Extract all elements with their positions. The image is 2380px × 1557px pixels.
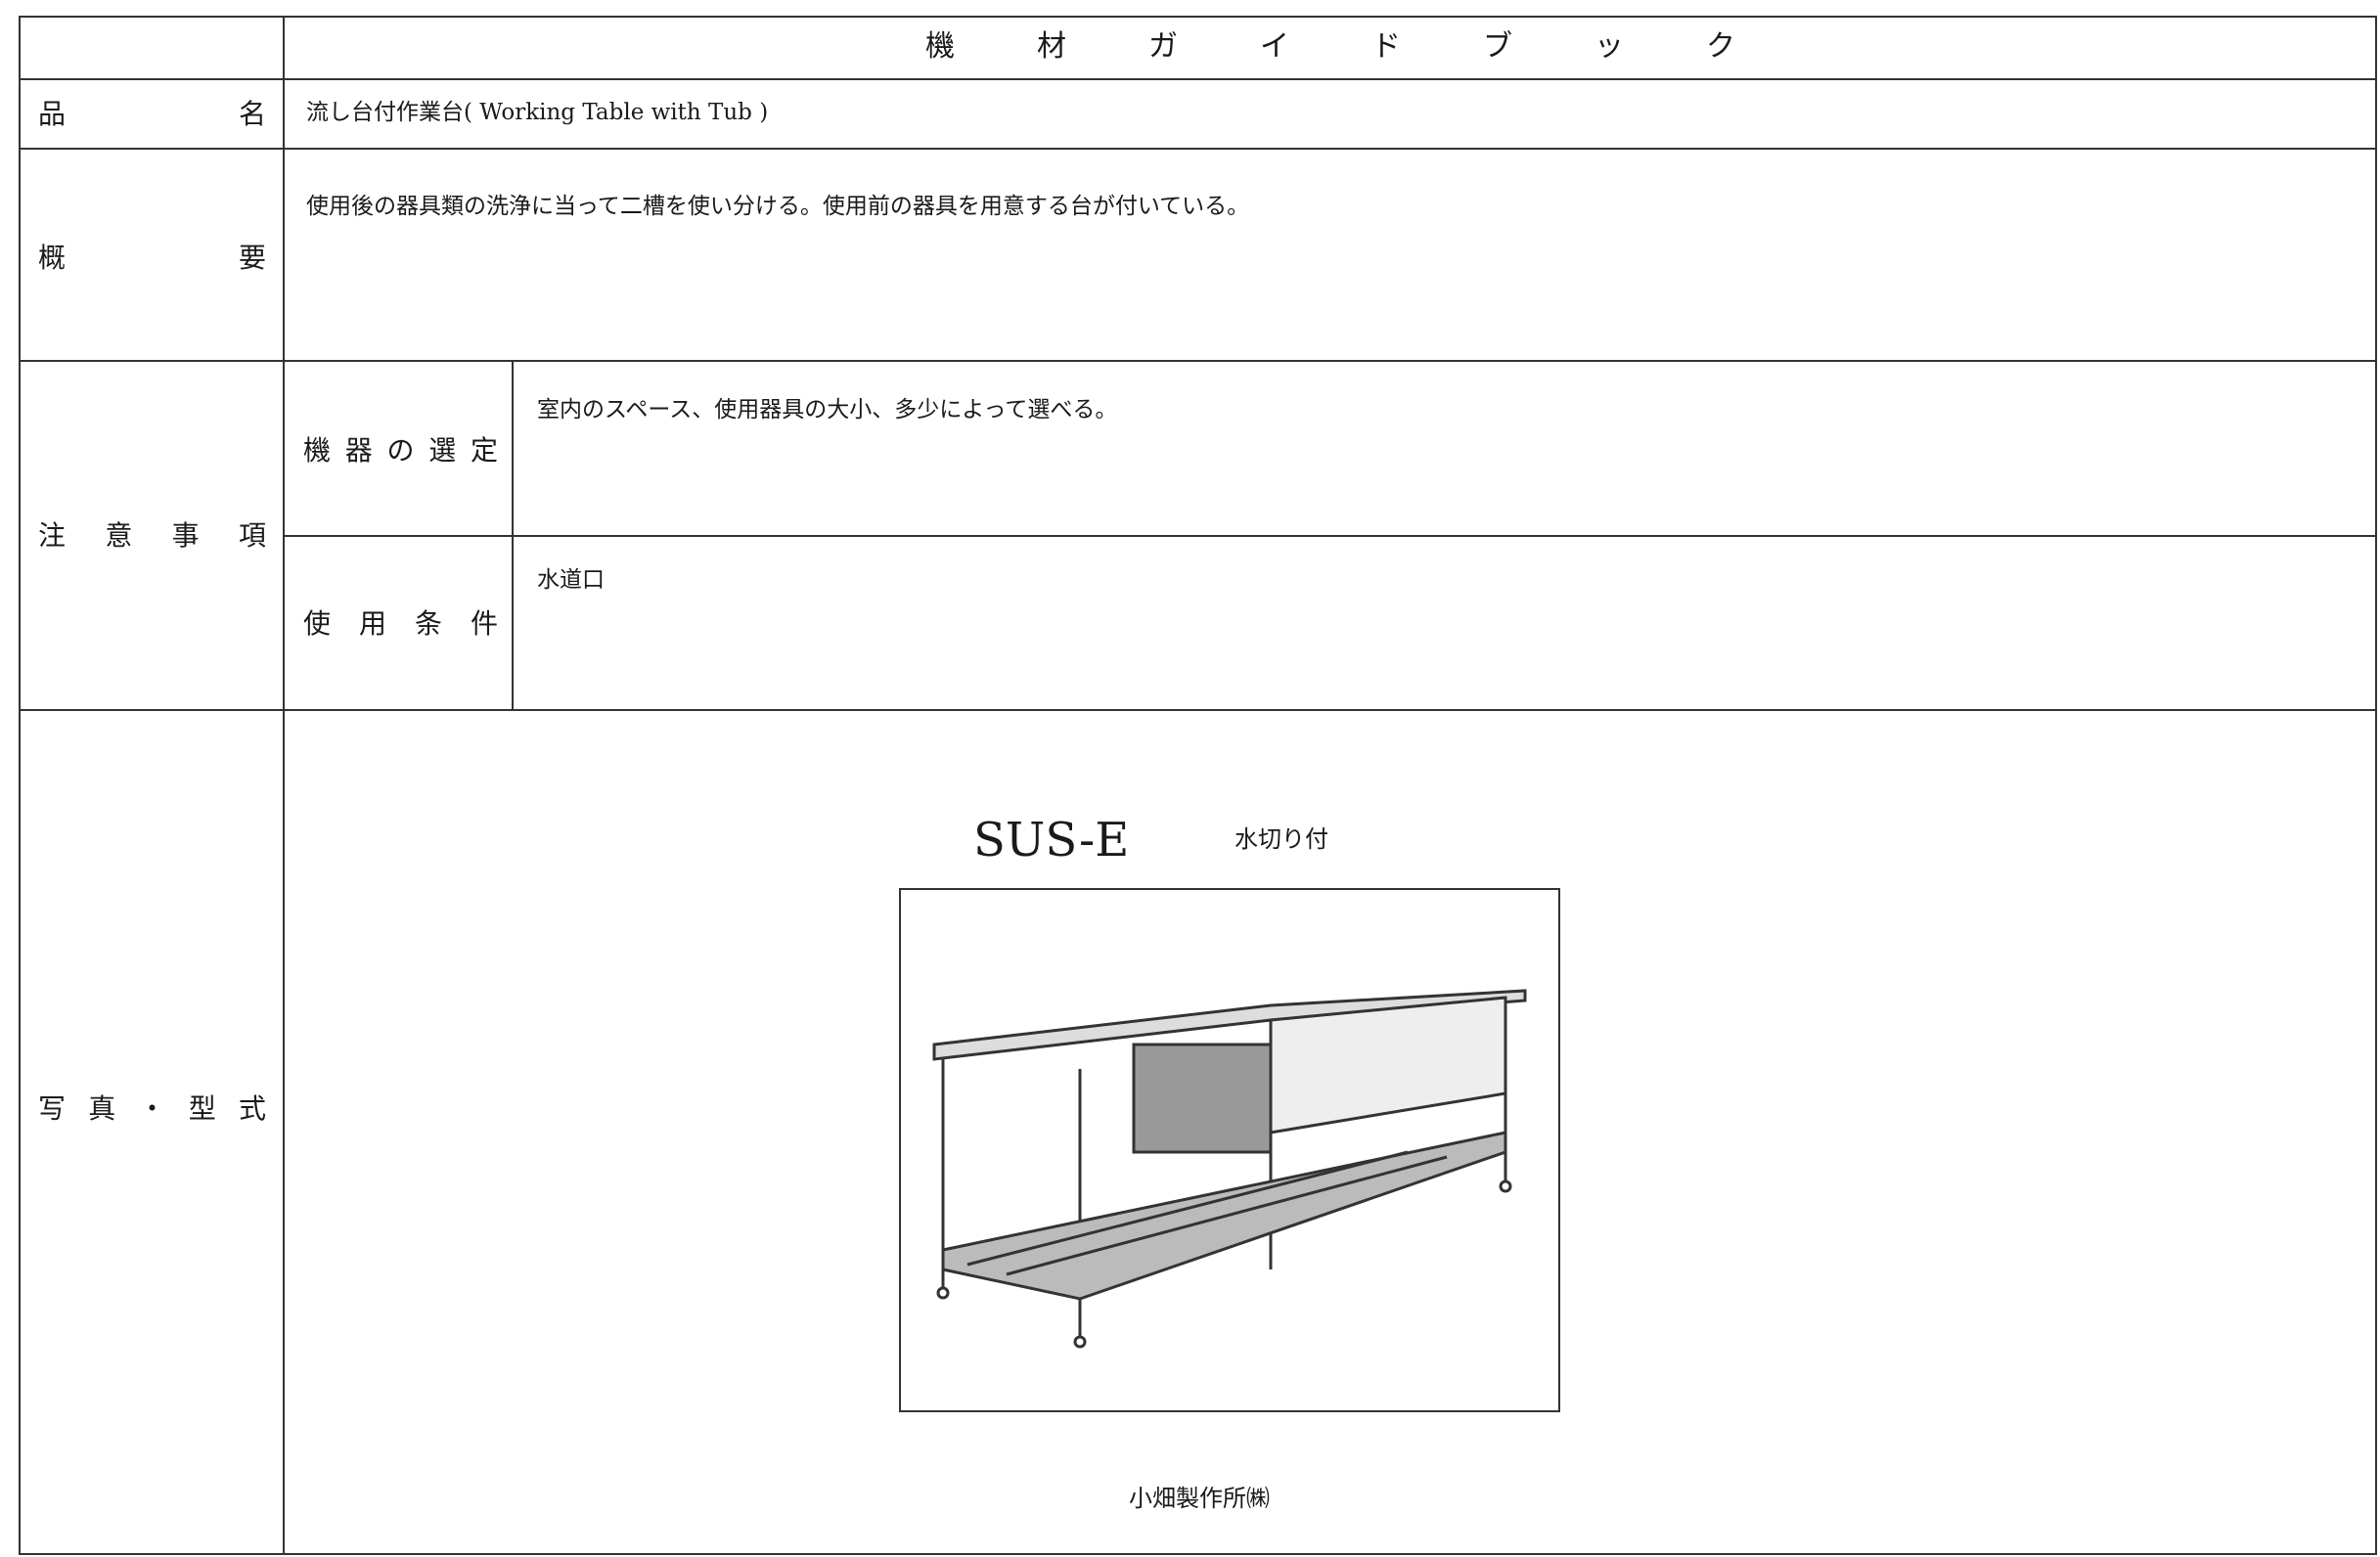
sub-column-divider xyxy=(512,361,514,710)
summary: 使用後の器具類の洗浄に当って二槽を使い分ける。使用前の器具を用意する台が付いてい… xyxy=(306,194,1250,219)
frame-top xyxy=(19,16,2377,18)
row-line xyxy=(19,78,2377,80)
row-label: 注意事項 xyxy=(38,519,266,552)
sub-label: 使用条件 xyxy=(303,607,498,640)
sub-row-line xyxy=(284,535,2377,537)
row-label: 概要 xyxy=(38,242,266,274)
row-line xyxy=(19,360,2377,362)
maker: 小畑製作所㈱ xyxy=(1129,1485,1270,1512)
frame-left xyxy=(19,16,21,1555)
model-note: 水切り付 xyxy=(1235,825,1328,853)
title: 機材ガイドブック xyxy=(925,29,1818,64)
note-text: 水道口 xyxy=(537,567,605,593)
sub-label: 機器の選定 xyxy=(303,434,498,467)
row-label: 品名 xyxy=(38,98,266,130)
photo xyxy=(899,888,1560,1412)
column-divider xyxy=(283,16,285,1555)
item-name: 流し台付作業台( Working Table with Tub ) xyxy=(306,100,769,125)
row-line xyxy=(19,709,2377,711)
model: SUS-E xyxy=(973,813,1130,867)
row-label: 写真・型式 xyxy=(38,1092,266,1125)
frame-bottom xyxy=(19,1553,2377,1555)
note-text: 室内のスペース、使用器具の大小、多少によって選べる。 xyxy=(537,397,1118,423)
frame-right xyxy=(2375,16,2377,1555)
row-line xyxy=(19,148,2377,150)
